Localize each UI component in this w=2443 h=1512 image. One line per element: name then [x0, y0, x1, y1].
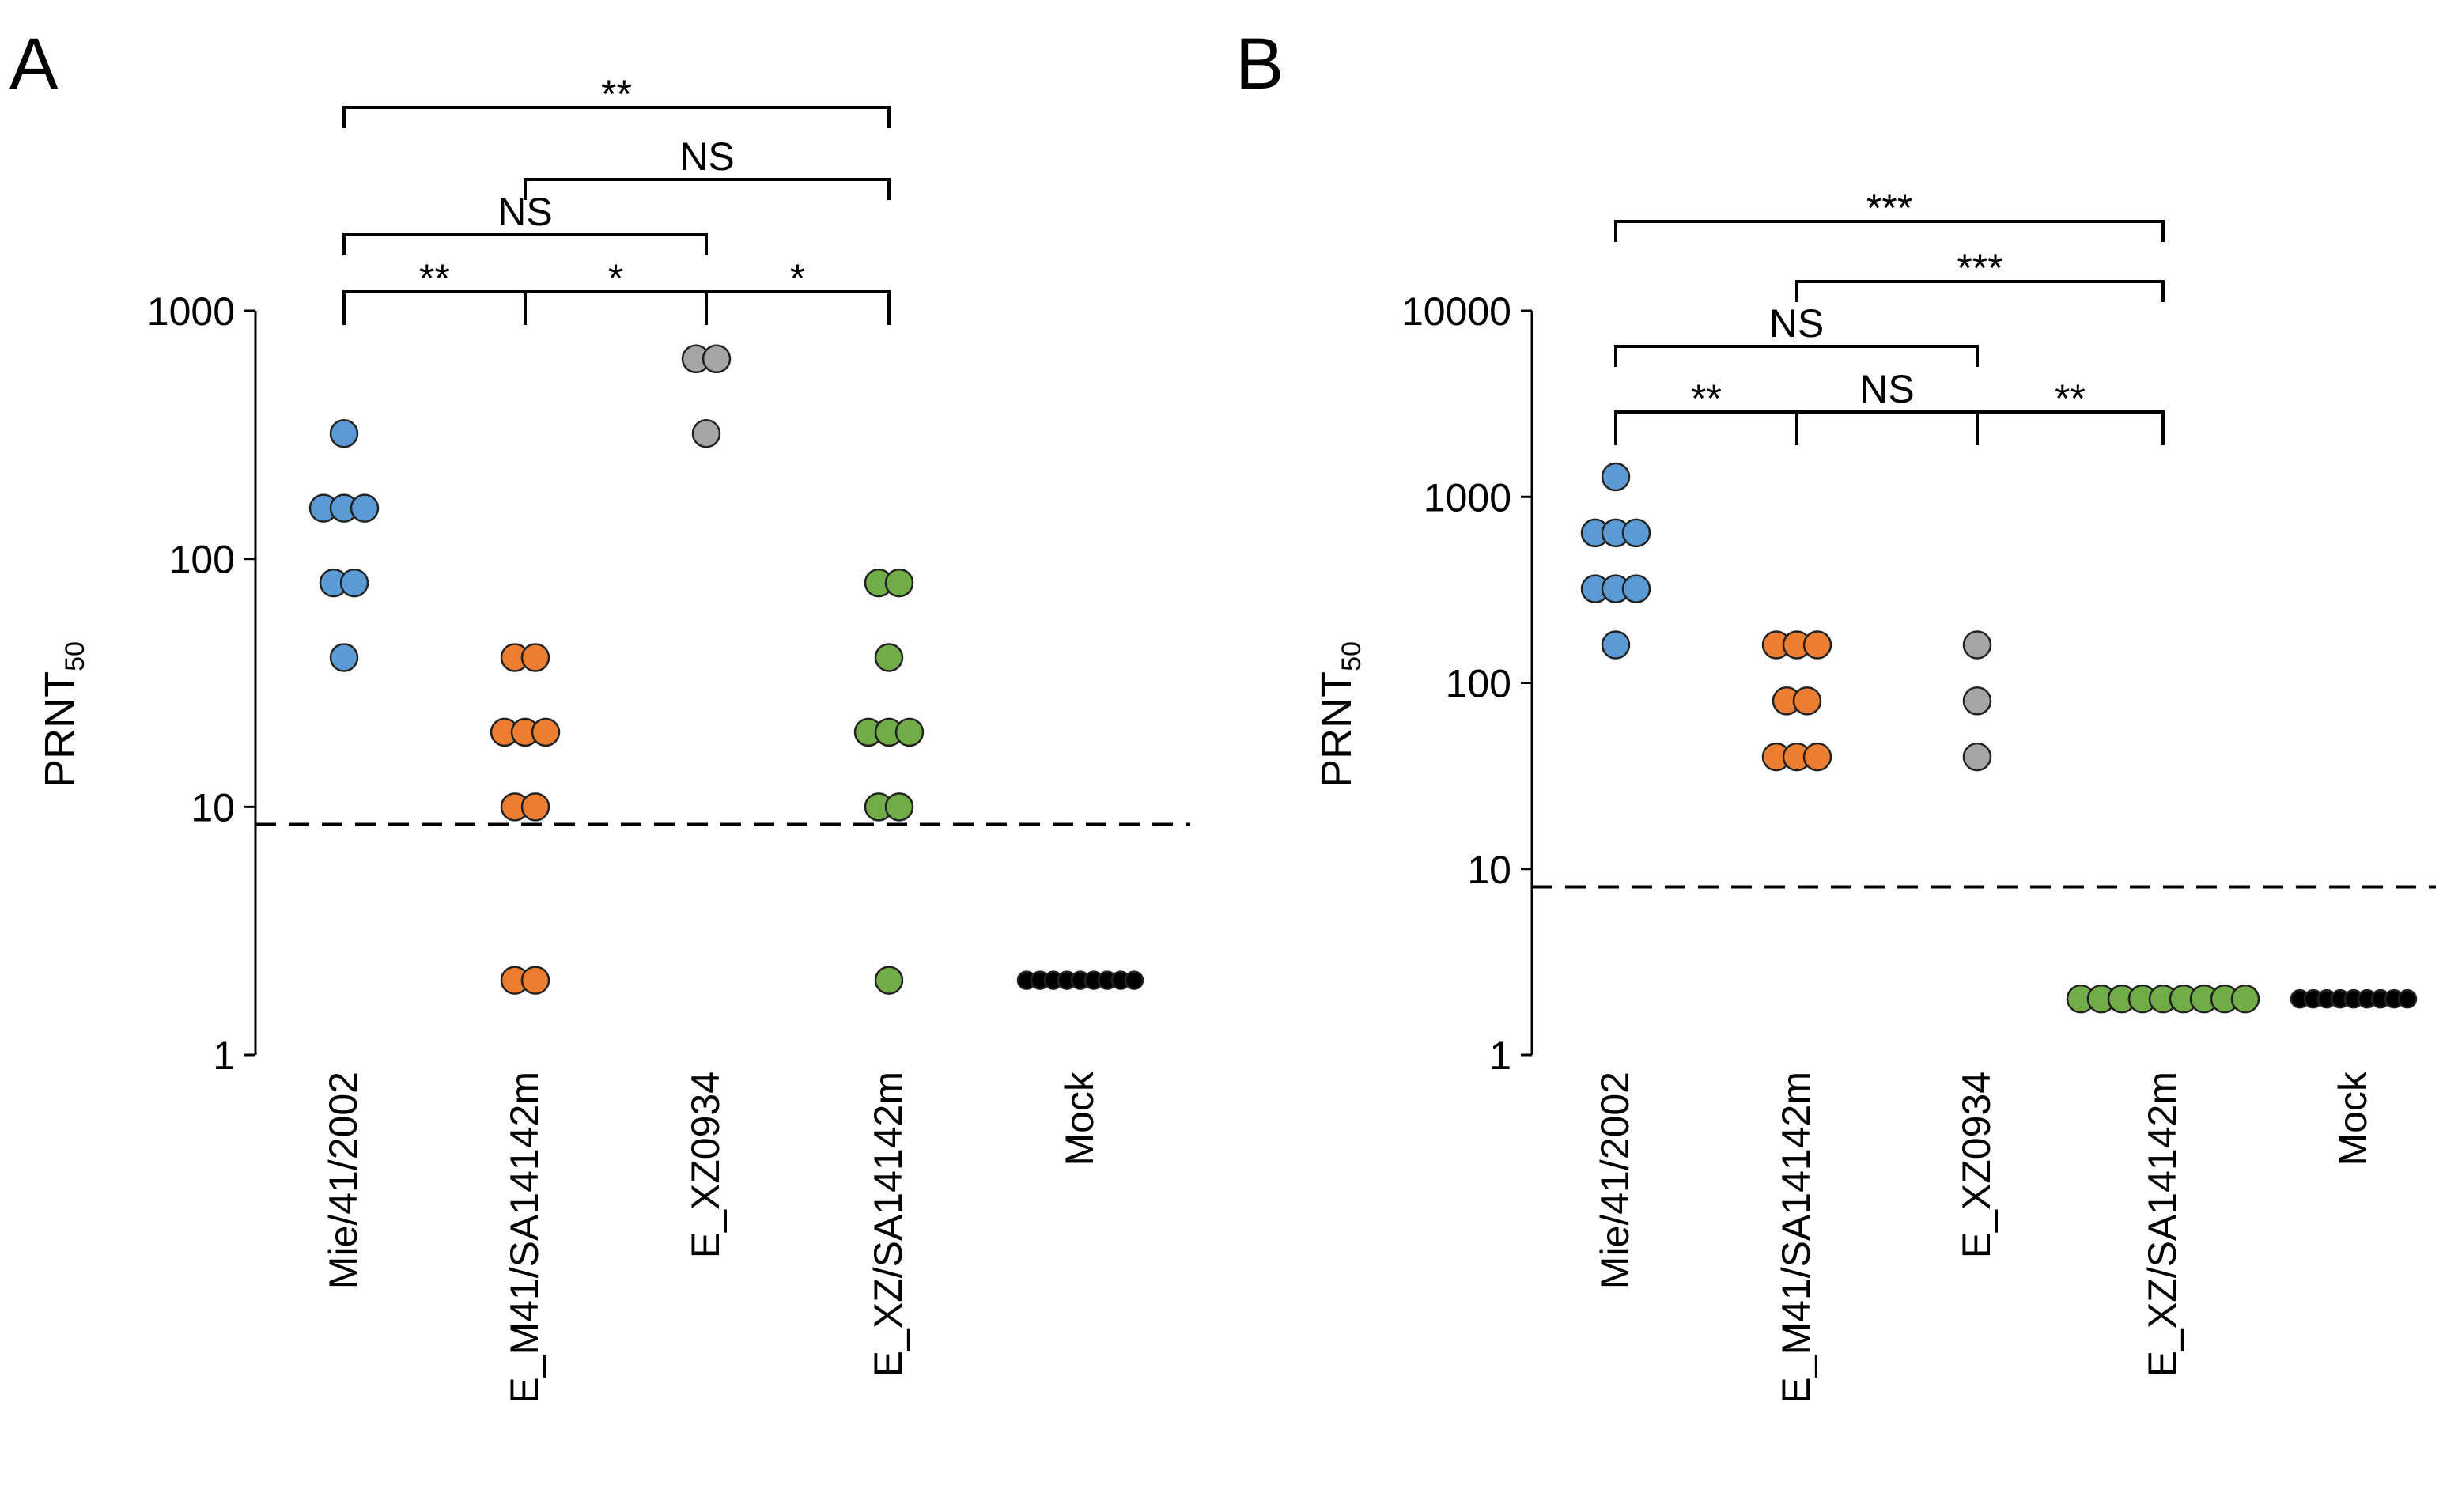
panel-b-y-axis-label-sub: 50 — [1337, 641, 1367, 671]
panel-a-y-tick-label: 100 — [169, 538, 235, 582]
panel-a-y-tick-label: 1000 — [147, 289, 235, 334]
panel-b-category-label: Mie/41/2002 — [1593, 1072, 1637, 1289]
panel-a-data-point — [520, 643, 550, 672]
panel-a-data-point — [691, 418, 721, 448]
panel-a-significance-bracket — [705, 290, 891, 325]
panel-b-data-point — [1621, 518, 1651, 548]
panel-b-category-label: E_XZ/SA14142m — [2140, 1072, 2184, 1377]
panel-a-data-point — [329, 643, 359, 672]
panel-b-significance-bracket — [1795, 410, 1979, 445]
panel-a-data-point — [874, 966, 904, 995]
panel-a-y-axis-label: PRNT50 — [36, 641, 90, 788]
panel-a-significance-label: * — [608, 256, 623, 301]
panel-b-y-tick-label: 10000 — [1401, 289, 1511, 334]
panel-a-data-point — [520, 966, 550, 995]
panel-b-data-point — [1792, 686, 1822, 716]
panel-b: B 1 10 100 1000 10000 PRNT50 Mie/41/2002 E_M41/… — [1235, 24, 2436, 1404]
panel-a-data-point — [520, 792, 550, 822]
panel-a-significance-bracket — [524, 178, 891, 200]
panel-b-data-point — [1621, 574, 1651, 603]
panel-b-y-axis-label: PRNT50 — [1313, 641, 1367, 788]
panel-b-significance-bracket — [1614, 220, 2165, 242]
panel-a-data-point — [329, 418, 359, 448]
panel-a-significance-bracket — [342, 106, 891, 128]
panel-a-data-point — [874, 643, 904, 672]
panel-b-significance-label: *** — [1957, 246, 2002, 290]
panel-b-category-label: Mock — [2331, 1071, 2375, 1166]
panel-a-significance-label: * — [790, 256, 805, 301]
panel-b-data-point — [1962, 630, 1992, 660]
panel-a-y-tick-label: 10 — [191, 785, 235, 830]
panel-a-data-point — [884, 568, 914, 598]
panel-b-significance-label: NS — [1859, 367, 1914, 411]
panel-b-significance-label: *** — [1866, 186, 1912, 230]
panel-b-data-point — [1802, 742, 1832, 772]
panel-b-significance-label: ** — [1691, 376, 1722, 421]
panel-a-significance-label: NS — [679, 134, 734, 179]
panel-b-significance-label: ** — [2055, 376, 2086, 421]
panel-b-data-point — [1962, 742, 1992, 772]
panel-a-data-point — [339, 568, 369, 598]
panel-b-data-point — [1962, 686, 1992, 716]
panel-a-category-label: Mie/41/2002 — [321, 1072, 365, 1289]
panel-a-data-point — [531, 717, 561, 747]
panel-a-significance-bracket — [342, 233, 708, 255]
panel-b-data-point — [1601, 630, 1631, 660]
panel-a-data-point — [884, 792, 914, 822]
panel-b-y-tick-label: 1 — [1489, 1034, 1511, 1078]
panel-b-category-label: E_XZ0934 — [1954, 1072, 1999, 1258]
panel-a-letter: A — [9, 24, 59, 104]
panel-b-significance-bracket — [1976, 410, 2165, 445]
panel-b-significance-bracket — [1795, 280, 2165, 302]
panel-a-y-axis-label-main: PRNT — [36, 671, 84, 788]
panel-a-y-tick-label: 1 — [213, 1034, 235, 1078]
panel-b-data-point — [2397, 988, 2418, 1009]
panel-a-category-label: Mock — [1057, 1071, 1102, 1166]
panel-a: A 1 10 100 1000 PRNT50 Mie/41/2002 E_M41/SA141… — [9, 24, 1190, 1404]
panel-a-y-axis-label-sub: 50 — [60, 641, 90, 671]
panel-b-category-label: E_M41/SA14142m — [1774, 1072, 1818, 1404]
panel-a-data-point — [1124, 970, 1144, 990]
panel-b-y-tick-label: 1000 — [1424, 475, 1511, 520]
panel-a-data-point — [702, 344, 732, 374]
panel-b-y-tick-label: 10 — [1467, 848, 1511, 892]
panel-a-significance-label: ** — [601, 72, 632, 116]
panel-a-category-label: E_XZ0934 — [683, 1072, 728, 1258]
panel-b-data-point — [1802, 630, 1832, 660]
panel-b-y-tick-label: 100 — [1446, 662, 1511, 706]
panel-a-data-point — [894, 717, 925, 747]
panel-b-significance-bracket — [1614, 345, 1979, 367]
panel-a-category-label: E_XZ/SA14142m — [866, 1072, 910, 1377]
panel-b-y-axis-label-main: PRNT — [1313, 671, 1360, 788]
panel-b-data-point — [2230, 984, 2260, 1014]
panel-b-data-point — [1601, 462, 1631, 492]
panel-b-significance-label: NS — [1769, 301, 1824, 346]
panel-a-data-point — [350, 493, 380, 523]
panel-a-significance-label: ** — [419, 256, 450, 301]
panel-b-letter: B — [1235, 24, 1284, 104]
panel-a-category-label: E_M41/SA14142m — [502, 1072, 546, 1404]
